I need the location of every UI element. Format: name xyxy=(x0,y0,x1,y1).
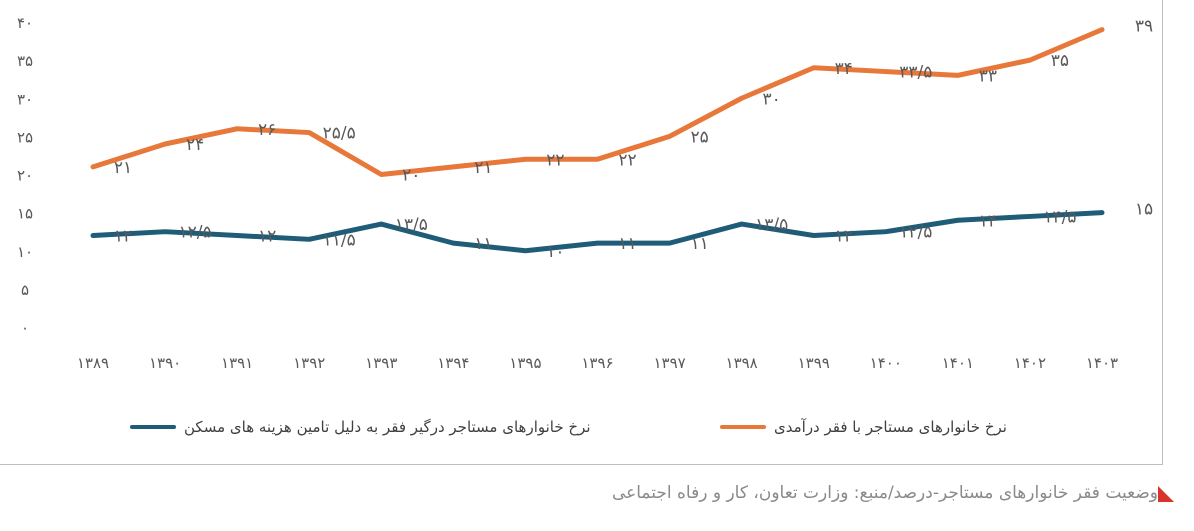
x-tick-label: ۱۳۹۳ xyxy=(365,354,397,372)
x-tick-label: ۱۳۹۱ xyxy=(221,354,253,372)
data-label: ۳۰ xyxy=(763,89,781,109)
x-tick-label: ۱۳۹۵ xyxy=(509,354,541,372)
y-tick-label: ۳۰ xyxy=(17,90,33,108)
data-label: ۱۲/۵ xyxy=(179,223,212,243)
data-label: ۱۲ xyxy=(258,227,276,247)
data-label: ۲۱ xyxy=(114,158,132,178)
legend-swatch-orange xyxy=(720,425,766,429)
y-tick-label: ۱۵ xyxy=(17,205,33,223)
data-label: ۱۲ xyxy=(114,227,132,247)
legend-label: نرخ خانوارهای مستاجر با فقر درآمدی xyxy=(774,418,1007,436)
data-label: ۱۱ xyxy=(474,234,492,254)
data-label: ۱۳/۵ xyxy=(755,215,788,235)
legend-item-housing-cost-poverty: نرخ خانوارهای مستاجر درگیر فقر به دلیل ت… xyxy=(130,418,591,436)
data-label: ۲۱ xyxy=(474,158,492,178)
chart-caption: وضعیت فقر خانوارهای مستاجر-درصد/منبع: وز… xyxy=(611,483,1158,503)
series-line-1 xyxy=(90,27,1105,177)
data-label: ۱۲ xyxy=(835,227,853,247)
data-label: ۳۳/۵ xyxy=(899,63,932,83)
legend-label: نرخ خانوارهای مستاجر درگیر فقر به دلیل ت… xyxy=(184,418,591,436)
x-tick-label: ۱۴۰۱ xyxy=(942,354,974,372)
legend-item-income-poverty: نرخ خانوارهای مستاجر با فقر درآمدی xyxy=(720,418,1007,436)
y-tick-label: ۲۵ xyxy=(17,128,33,146)
x-tick-label: ۱۳۹۰ xyxy=(149,354,181,372)
line-chart: ۰ ۵ ۱۰ ۱۵ ۲۰ ۲۵ ۳۰ ۳۵ ۴۰ ۱۳۸۹ ۱۳۹۰ ۱۳۹۱ ۱۳۹۲ ۱۳۹۳ ۱۳۹۴… xyxy=(17,14,1153,372)
data-label: ۱۱ xyxy=(690,234,708,254)
data-label: ۲۵ xyxy=(690,127,708,147)
y-tick-label: ۰ xyxy=(21,319,29,337)
data-label: ۲۰ xyxy=(402,166,420,186)
chart-frame: ۰ ۵ ۱۰ ۱۵ ۲۰ ۲۵ ۳۰ ۳۵ ۴۰ ۱۳۸۹ ۱۳۹۰ ۱۳۹۱ ۱۳۹۲ ۱۳۹۳ ۱۳۹۴… xyxy=(0,0,1163,465)
x-tick-label: ۱۴۰۰ xyxy=(870,354,902,372)
data-label: ۳۴ xyxy=(835,59,853,79)
data-label: ۲۴ xyxy=(186,135,204,155)
data-label: ۲۵/۵ xyxy=(323,124,356,144)
data-label: ۱۱ xyxy=(618,234,636,254)
y-tick-label: ۴۰ xyxy=(17,14,33,32)
x-tick-label: ۱۳۹۴ xyxy=(437,354,469,372)
data-label: ۱۴ xyxy=(979,211,997,231)
legend-swatch-blue xyxy=(130,425,176,429)
series-line-0 xyxy=(90,210,1105,254)
x-tick-label: ۱۳۹۹ xyxy=(798,354,830,372)
data-label: ۲۲ xyxy=(546,150,564,170)
data-label: ۲۲ xyxy=(618,150,636,170)
x-tick-label: ۱۳۸۹ xyxy=(77,354,109,372)
data-label: ۲۶ xyxy=(258,120,276,140)
x-tick-label: ۱۳۹۷ xyxy=(653,354,685,372)
y-tick-label: ۱۰ xyxy=(17,243,33,261)
x-tick-label: ۱۳۹۶ xyxy=(581,354,613,372)
y-tick-label: ۳۵ xyxy=(17,52,33,70)
data-label: ۱۴/۵ xyxy=(1043,207,1076,227)
data-label: ۱۲/۵ xyxy=(899,223,932,243)
data-label: ۱۵ xyxy=(1135,200,1153,220)
x-tick-label: ۱۳۹۸ xyxy=(726,354,758,372)
red-triangle-icon xyxy=(1158,486,1174,502)
y-tick-label: ۵ xyxy=(21,281,29,299)
data-label: ۱۱/۵ xyxy=(323,230,356,250)
data-label: ۳۵ xyxy=(1051,51,1069,71)
data-label: ۱۰ xyxy=(546,242,564,262)
x-tick-label: ۱۳۹۲ xyxy=(293,354,325,372)
y-tick-label: ۲۰ xyxy=(17,167,33,185)
data-label: ۳۳ xyxy=(979,66,997,86)
x-tick-label: ۱۴۰۲ xyxy=(1014,354,1046,372)
x-tick-label: ۱۴۰۳ xyxy=(1086,354,1118,372)
data-label: ۱۳/۵ xyxy=(395,215,428,235)
data-label: ۳۹ xyxy=(1135,17,1153,37)
